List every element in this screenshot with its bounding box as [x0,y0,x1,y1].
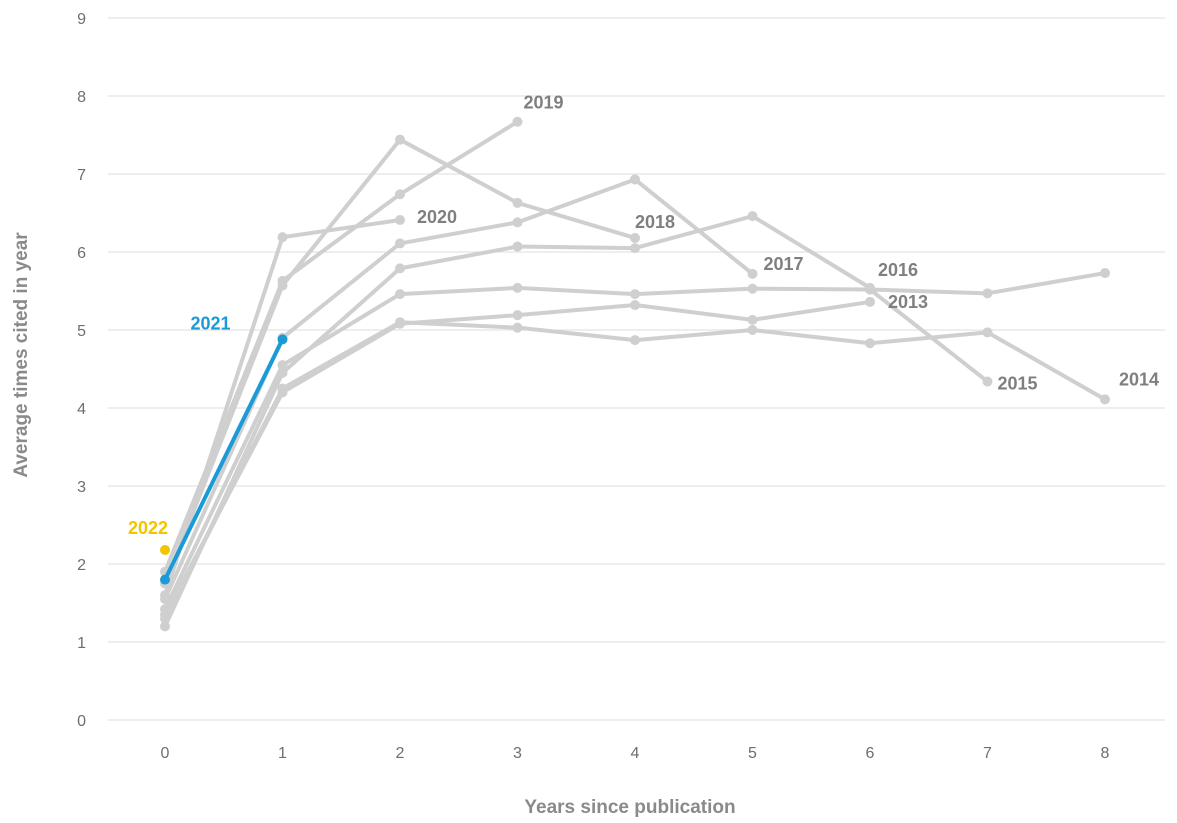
data-point [512,322,523,333]
data-point [160,621,170,632]
series-label-2019: 2019 [524,93,564,113]
x-tick-label: 5 [748,745,757,762]
data-point [160,604,170,615]
series-2022 [160,544,170,555]
series-2016 [160,211,875,632]
series-line [163,119,520,574]
x-tick-label: 6 [866,745,875,762]
y-tick-label: 8 [77,89,86,106]
series-label-2017: 2017 [764,254,804,274]
series-line [163,337,285,582]
data-point [512,217,523,228]
data-point [512,116,523,127]
data-point [747,283,758,294]
series-line [163,177,755,602]
series-label-2015: 2015 [998,373,1038,393]
y-tick-label: 7 [77,167,86,184]
data-point [747,325,758,335]
data-point [982,376,993,387]
series-label-2021: 2021 [190,313,230,333]
data-point [277,367,288,378]
y-tick-label: 6 [77,245,86,262]
data-point [982,327,993,338]
x-tick-label: 4 [631,745,640,762]
x-tick-label: 0 [161,745,170,762]
x-tick-label: 7 [983,745,992,762]
data-point [865,338,875,349]
series-label-2013: 2013 [888,292,928,312]
data-point [1100,268,1110,279]
x-axis-title: Years since publication [524,797,735,818]
data-point [160,574,170,585]
y-axis-ticks: 0 1 2 3 4 5 6 7 8 9 [77,11,86,730]
data-point [747,211,758,222]
data-point [512,197,523,208]
data-point [865,296,875,307]
data-point [277,360,288,371]
data-point [277,383,288,394]
data-point [277,275,288,286]
y-tick-label: 3 [77,479,86,496]
series-line [163,285,990,612]
data-point [982,288,993,299]
data-point [395,317,405,328]
series-lines [160,116,1110,632]
x-tick-label: 3 [513,745,522,762]
data-point [630,243,640,254]
data-point [512,282,523,293]
y-tick-label: 2 [77,557,86,574]
data-point [160,590,170,601]
x-tick-label: 1 [278,745,287,762]
y-tick-label: 5 [77,323,86,340]
y-tick-label: 4 [77,401,86,418]
data-point [630,232,640,243]
series-2014 [160,317,1110,624]
data-point [630,300,640,311]
y-tick-label: 1 [77,635,86,652]
series-label-2020: 2020 [417,207,457,227]
x-tick-label: 2 [396,745,405,762]
y-axis-title: Average times cited in year [11,232,32,478]
series-2021 [160,334,288,585]
data-point [395,189,405,200]
data-point [395,289,405,300]
data-point [395,215,405,226]
data-point [630,174,640,185]
data-point [865,282,875,293]
series-label-2022: 2022 [128,518,168,538]
y-tick-label: 9 [77,11,86,28]
data-point [395,134,405,145]
data-point [630,335,640,346]
data-point [160,544,170,555]
data-point [395,238,405,249]
x-axis-ticks: 0 1 2 3 4 5 6 7 8 [161,745,1110,762]
series-label-2016: 2016 [878,260,918,280]
data-point [512,310,523,321]
data-point [747,268,758,279]
data-point [1100,394,1110,405]
data-point [277,232,288,243]
series-label-2014: 2014 [1119,369,1159,389]
y-tick-label: 0 [77,713,86,730]
data-point [395,263,405,274]
data-point [277,334,288,345]
gridlines [108,17,1165,721]
data-point [747,314,758,325]
data-point [512,241,523,252]
series-line [163,299,872,617]
x-tick-label: 8 [1101,745,1110,762]
series-2020 [160,215,405,601]
series-line [163,320,1107,621]
data-point [630,289,640,300]
series-label-2018: 2018 [635,212,675,232]
series-2013 [160,296,875,620]
series-labels: 2013 2014 2015 2016 2017 2018 2019 2020 2022 2021 [128,93,1159,538]
series-2019 [160,116,523,577]
